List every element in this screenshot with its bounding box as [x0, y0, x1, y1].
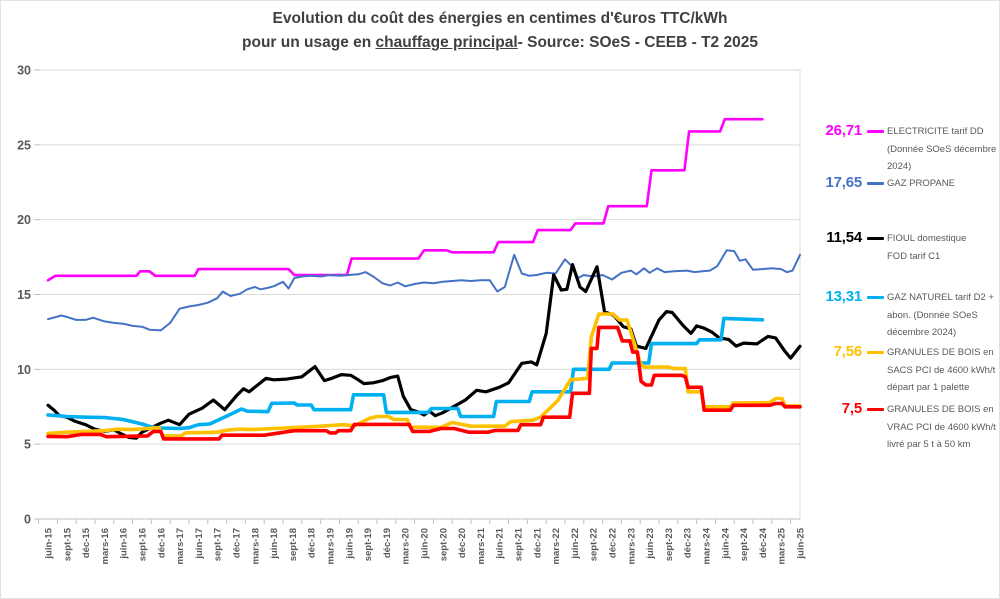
- underlined-title-segment: chauffage principal: [375, 34, 518, 51]
- x-axis-label: mars-16: [100, 528, 111, 564]
- x-axis-label: mars-20: [401, 528, 412, 564]
- x-axis-label: déc-17: [232, 528, 243, 558]
- x-axis-label: mars-25: [777, 527, 788, 564]
- legend-label-fioul: FIOUL domestique FOD tarif C1: [887, 233, 967, 262]
- y-axis-label: 0: [24, 513, 31, 527]
- legend-value-granules-vrac: 7,5: [841, 400, 862, 417]
- legend-entry-gaz-naturel: 13,31 GAZ NATUREL tarif D2 + abon. (Donné…: [812, 287, 999, 342]
- legend-entry-fioul: 11,54 FIOUL domestique FOD tarif C1: [812, 228, 999, 265]
- legend-entry-gaz-propane: 17,65 GAZ PROPANE: [812, 173, 999, 193]
- x-axis-label: sept-23: [664, 528, 675, 561]
- x-axis-label: déc-23: [683, 528, 694, 558]
- legend-entry-electricite: 26,71 ELECTRICITE tarif DD (Donnée SOeS d…: [812, 121, 999, 176]
- legend-value-granules-sacs: 7,56: [833, 343, 863, 360]
- x-axis-label: déc-15: [81, 527, 92, 558]
- x-axis-label: sept-18: [288, 528, 299, 561]
- x-axis-label: sept-22: [589, 528, 600, 561]
- legend-line-swatch-granules-sacs: [867, 351, 884, 354]
- legend-entry-granules-vrac: 7,5 GRANULES DE BOIS en VRAC PCI de 4600 …: [812, 399, 999, 454]
- x-axis-label: juin-19: [344, 528, 355, 560]
- x-axis-label: déc-20: [457, 528, 468, 558]
- series-line-granules-sacs: [46, 312, 802, 438]
- series-line-electricite: [46, 117, 764, 282]
- x-axis-label: déc-19: [382, 528, 393, 558]
- x-axis-label: mars-17: [175, 528, 186, 564]
- x-axis-label: déc-21: [532, 527, 543, 558]
- y-axis-label: 25: [17, 138, 31, 152]
- y-axis-label: 5: [24, 438, 31, 452]
- x-axis-label: déc-22: [608, 528, 619, 558]
- x-axis-label: juin-18: [269, 528, 280, 560]
- chart-legend: 26,71 ELECTRICITE tarif DD (Donnée SOeS d…: [812, 0, 1000, 599]
- x-axis-label: sept-21: [514, 527, 525, 561]
- x-axis-label: juin-15: [44, 527, 55, 559]
- x-axis-label: mars-23: [626, 528, 637, 564]
- chart-title: Evolution du coût des énergies en centim…: [0, 7, 1000, 55]
- x-axis-label: mars-19: [326, 528, 337, 564]
- x-axis-label: sept-15: [62, 527, 73, 561]
- legend-line-swatch-granules-vrac: [867, 408, 884, 411]
- legend-label-electricite: ELECTRICITE tarif DD (Donnée SOeS décemb…: [887, 126, 997, 172]
- x-axis-label: mars-18: [250, 528, 261, 564]
- legend-label-granules-sacs: GRANULES DE BOIS en SACS PCI de 4600 kWh…: [887, 347, 996, 393]
- y-axis-label: 20: [17, 213, 31, 227]
- y-axis-label: 10: [17, 363, 31, 377]
- legend-label-gaz-propane: GAZ PROPANE: [887, 178, 955, 189]
- x-axis-label: juin-22: [570, 528, 581, 560]
- chart-title-line1: Evolution du coût des énergies en centim…: [272, 10, 728, 27]
- chart-title-line2: pour un usage en chauffage principal- So…: [242, 34, 758, 51]
- x-axis-label: mars-21: [476, 527, 487, 564]
- x-axis-label: mars-22: [551, 528, 562, 564]
- x-axis-label: juin-23: [645, 528, 656, 560]
- x-axis-label: juin-17: [194, 528, 205, 560]
- x-axis-label: juin-25: [796, 527, 807, 559]
- x-axis-label: sept-19: [363, 528, 374, 561]
- legend-value-gaz-propane: 17,65: [825, 174, 862, 191]
- legend-label-granules-vrac: GRANULES DE BOIS en VRAC PCI de 4600 kWh…: [887, 404, 996, 450]
- x-axis-label: sept-16: [138, 528, 149, 561]
- series-line-granules-vrac: [46, 325, 802, 441]
- x-axis-label: juin-21: [495, 527, 506, 559]
- x-axis-label: sept-24: [739, 527, 750, 561]
- series-line-gaz-propane: [47, 249, 801, 332]
- x-axis-label: déc-24: [758, 527, 769, 558]
- x-axis-label: déc-16: [156, 528, 167, 558]
- legend-line-swatch-fioul: [867, 237, 884, 240]
- legend-value-fioul: 11,54: [826, 229, 862, 246]
- x-axis-label: juin-16: [119, 528, 130, 560]
- x-axis-label: sept-20: [438, 528, 449, 561]
- legend-line-swatch-electricite: [867, 130, 884, 133]
- legend-line-swatch-gaz-naturel: [867, 296, 884, 299]
- x-axis-label: sept-17: [213, 528, 224, 561]
- legend-entry-granules-sacs: 7,56 GRANULES DE BOIS en SACS PCI de 4600…: [812, 342, 999, 397]
- legend-value-gaz-naturel: 13,31: [825, 288, 862, 305]
- legend-label-gaz-naturel: GAZ NATUREL tarif D2 + abon. (Donnée SOe…: [887, 292, 994, 338]
- series-line-gaz-naturel: [46, 316, 765, 431]
- y-axis-label: 30: [17, 64, 31, 78]
- x-axis-label: mars-24: [702, 527, 713, 564]
- legend-line-swatch-gaz-propane: [867, 182, 884, 185]
- legend-value-electricite: 26,71: [825, 122, 862, 139]
- y-axis-label: 15: [17, 288, 31, 302]
- x-axis-label: juin-20: [420, 528, 431, 560]
- x-axis-label: déc-18: [307, 528, 318, 558]
- x-axis-label: juin-24: [720, 527, 731, 559]
